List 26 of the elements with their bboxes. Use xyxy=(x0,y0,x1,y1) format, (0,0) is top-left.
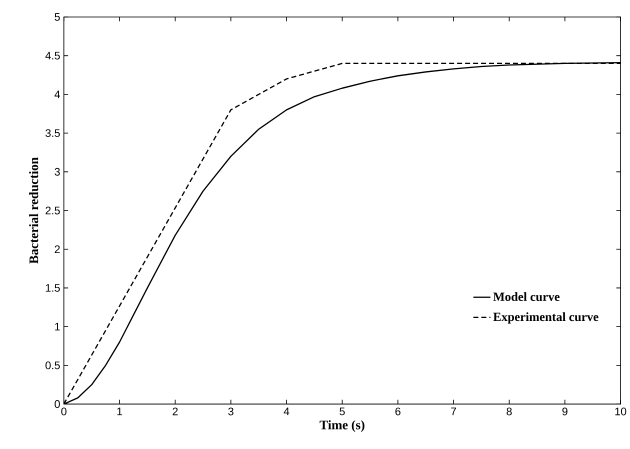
y-tick-label: 0.5 xyxy=(46,361,60,370)
x-tick-label: 8 xyxy=(506,408,512,416)
legend-label: Experimental curve xyxy=(493,312,598,324)
x-tick-label: 5 xyxy=(340,408,345,416)
x-tick-label: 9 xyxy=(562,408,568,416)
x-tick-label: 1 xyxy=(117,408,122,416)
y-tick-label: 3 xyxy=(54,168,60,176)
x-tick-label: 7 xyxy=(451,408,456,416)
y-tick-label: 1 xyxy=(55,322,60,330)
x-tick-label: 4 xyxy=(284,408,290,416)
x-tick-label: 0 xyxy=(61,408,66,416)
x-tick-label: 6 xyxy=(395,408,400,416)
y-tick-label: 4 xyxy=(54,90,60,98)
x-axis-title: Time (s) xyxy=(320,420,364,432)
legend-label: Model curve xyxy=(493,292,560,301)
y-tick-label: 4.5 xyxy=(45,52,60,60)
y-tick-label: 0 xyxy=(54,400,60,408)
y-axis-title: Bacterial reduction xyxy=(29,157,38,264)
y-tick-label: 1.5 xyxy=(46,284,60,292)
y-tick-label: 3.5 xyxy=(46,129,60,137)
x-tick-label: 3 xyxy=(228,408,234,416)
x-tick-label: 2 xyxy=(172,408,178,416)
y-tick-label: 5 xyxy=(54,13,60,21)
y-tick-label: 2 xyxy=(54,245,60,254)
y-tick-label: 2.5 xyxy=(46,206,60,214)
x-tick-label: 10 xyxy=(615,408,626,416)
